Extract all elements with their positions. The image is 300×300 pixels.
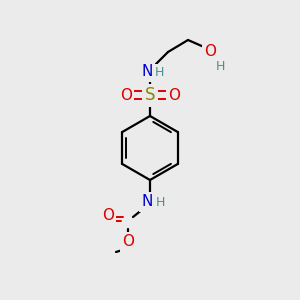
Text: H: H: [154, 65, 164, 79]
Text: S: S: [145, 86, 155, 104]
Text: O: O: [168, 88, 180, 103]
Text: N: N: [141, 64, 153, 80]
Text: H: H: [155, 196, 165, 208]
Text: H: H: [215, 61, 225, 74]
Text: O: O: [122, 235, 134, 250]
Text: N: N: [141, 194, 153, 209]
Text: O: O: [204, 44, 216, 59]
Text: O: O: [120, 88, 132, 103]
Text: O: O: [102, 208, 114, 224]
